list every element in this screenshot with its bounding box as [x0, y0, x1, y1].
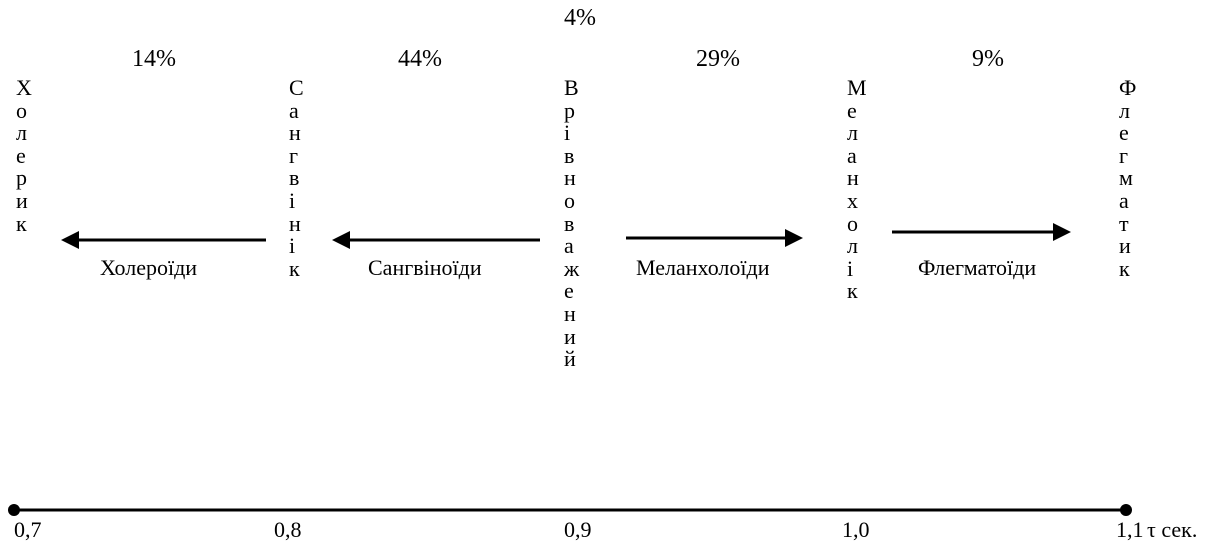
- vertical-letter: г: [1119, 142, 1129, 168]
- vertical-letter: В: [564, 75, 579, 100]
- axis-tick-4: 1,1: [1116, 517, 1144, 542]
- vertical-letter: Х: [16, 75, 32, 100]
- vertical-letter: ж: [564, 255, 580, 281]
- vertical-letter: і: [289, 233, 296, 259]
- vertical-letter: н: [564, 300, 576, 326]
- axis-tick-2: 0,9: [564, 517, 592, 542]
- vertical-letter: к: [289, 255, 300, 281]
- vertical-letter: М: [847, 75, 867, 100]
- vertical-letter: о: [847, 210, 858, 236]
- vertical-letter: л: [16, 120, 27, 146]
- vertical-letter: н: [289, 120, 301, 146]
- vertical-letter: и: [1119, 233, 1131, 259]
- percentage-balanced-melancholic: 29%: [696, 46, 740, 72]
- vertical-letter: і: [289, 187, 296, 213]
- vertical-letter: м: [1119, 165, 1133, 191]
- vertical-letter: в: [564, 210, 575, 236]
- vertical-letter: і: [847, 255, 854, 281]
- group-label-phlegmatoids: Флегматоїди: [918, 255, 1037, 280]
- group-label-melancholoids: Меланхолоїди: [636, 255, 770, 280]
- vertical-letter: к: [847, 278, 858, 304]
- vertical-letter: е: [1119, 120, 1129, 146]
- vertical-letter: а: [564, 233, 574, 259]
- axis-end-dot: [1120, 504, 1132, 516]
- vertical-letter: в: [289, 165, 300, 191]
- group-label-sanguinoids: Сангвіноїди: [368, 255, 482, 280]
- vertical-letter: е: [847, 97, 857, 123]
- vertical-letter: к: [16, 210, 27, 236]
- vertical-letter: р: [16, 165, 27, 191]
- vertical-letter: і: [564, 120, 571, 146]
- vertical-letter: л: [847, 120, 858, 146]
- vertical-letter: х: [847, 187, 858, 213]
- axis-unit-label: τ сек.: [1147, 517, 1198, 542]
- vertical-letter: е: [564, 278, 574, 304]
- vertical-letter: е: [16, 142, 26, 168]
- vertical-letter: н: [289, 210, 301, 236]
- vertical-letter: к: [1119, 255, 1130, 281]
- vertical-letter: н: [847, 165, 859, 191]
- vertical-letter: а: [289, 97, 299, 123]
- percentage-melancholic-phlegmatic: 9%: [972, 46, 1004, 72]
- axis-tick-3: 1,0: [842, 517, 870, 542]
- percentage-sanguine-balanced: 44%: [398, 46, 442, 72]
- vertical-letter: р: [564, 97, 575, 123]
- vertical-letter: и: [16, 187, 28, 213]
- vertical-letter: н: [564, 165, 576, 191]
- axis-tick-1: 0,8: [274, 517, 302, 542]
- vertical-letter: т: [1119, 210, 1129, 236]
- vertical-letter: л: [847, 233, 858, 259]
- vertical-letter: С: [289, 75, 304, 100]
- axis-start-dot: [8, 504, 20, 516]
- vertical-letter: й: [564, 346, 576, 372]
- percentage-choleric-sanguine: 14%: [132, 46, 176, 72]
- vertical-letter: а: [1119, 187, 1129, 213]
- vertical-letter: Ф: [1119, 75, 1137, 100]
- vertical-letter: л: [1119, 97, 1130, 123]
- vertical-letter: в: [564, 142, 575, 168]
- vertical-letter: о: [564, 187, 575, 213]
- group-label-choleroids: Холероїди: [100, 255, 198, 280]
- vertical-letter: г: [289, 142, 299, 168]
- axis-tick-0: 0,7: [14, 517, 42, 542]
- vertical-letter: и: [564, 323, 576, 349]
- vertical-letter: о: [16, 97, 27, 123]
- vertical-letter: а: [847, 142, 857, 168]
- percentage-balanced: 4%: [564, 5, 596, 31]
